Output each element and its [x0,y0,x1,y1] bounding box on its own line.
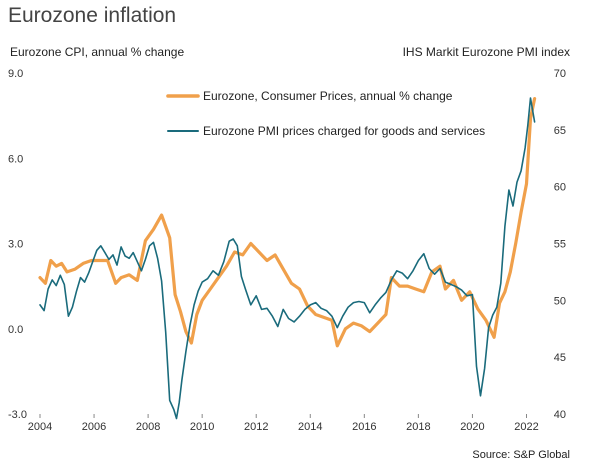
y-right-tick-label: 40 [554,409,566,421]
x-tick-label: 2014 [298,421,322,433]
left-axis-title: Eurozone CPI, annual % change [10,45,185,59]
source-note: Source: S&P Global [472,449,570,461]
y-right-tick-label: 55 [554,239,566,251]
y-left-tick-label: -3.0 [8,409,27,421]
y-right-tick-label: 70 [554,68,566,80]
y-right-tick-label: 50 [554,295,566,307]
x-tick-label: 2020 [460,421,484,433]
pmi-series-line [39,97,536,420]
x-tick-label: 2004 [28,421,52,433]
y-left-tick-label: 6.0 [8,153,23,165]
chart-series [38,96,537,420]
chart-legend: Eurozone, Consumer Prices, annual % chan… [166,89,485,138]
y-left-tick-label: 3.0 [8,239,23,251]
page-title: Eurozone inflation [8,4,177,27]
x-tick-label: 2008 [136,421,160,433]
chart-axes: 2004 2006 2008 2010 2012 2014 2016 2018 2020 2022… [8,68,566,433]
y-left-tick-label: 0.0 [8,324,23,336]
y-right-tick-label: 45 [554,352,566,364]
legend-label-cpi: Eurozone, Consumer Prices, annual % chan… [203,89,453,103]
x-tick-label: 2018 [406,421,430,433]
y-right-tick-label: 65 [554,125,566,137]
right-axis-title: IHS Markit Eurozone PMI index [402,45,570,59]
x-tick-label: 2022 [514,421,538,433]
x-tick-label: 2010 [190,421,214,433]
y-left-tick-label: 9.0 [8,68,23,80]
x-tick-label: 2012 [244,421,268,433]
cpi-series-line [38,96,537,348]
x-tick-label: 2016 [352,421,376,433]
y-right-tick-label: 60 [554,182,566,194]
legend-label-pmi: Eurozone PMI prices charged for goods an… [203,124,485,138]
x-tick-label: 2006 [82,421,106,433]
